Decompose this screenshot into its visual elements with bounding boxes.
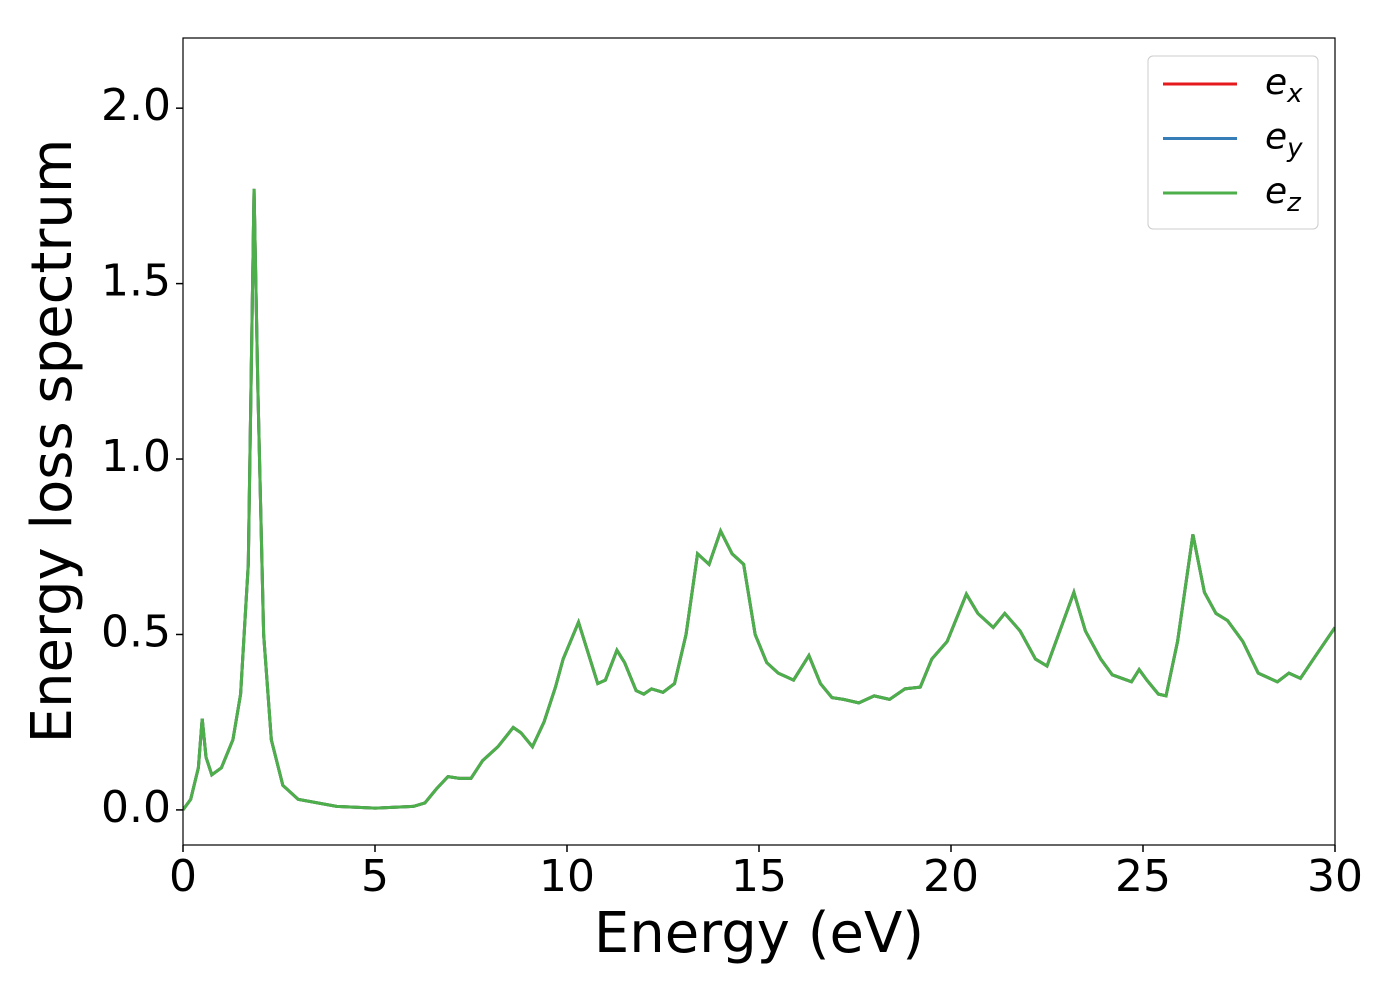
legend-label: ex [1265, 62, 1303, 109]
legend-box [1147, 55, 1319, 230]
x-tick-label: 20 [923, 851, 979, 902]
x-tick-label: 10 [539, 851, 595, 902]
legend-label: ez [1265, 171, 1302, 218]
legend-label-main: e [1265, 117, 1287, 158]
legend-label-main: e [1265, 62, 1287, 103]
legend-label-sub: x [1286, 79, 1303, 109]
legend-label-sub: y [1286, 133, 1303, 163]
legend-label-main: e [1265, 171, 1287, 212]
line-series [183, 188, 1335, 811]
y-axis-label: Energy loss spectrum [20, 139, 85, 744]
y-tick-label: 1.5 [101, 256, 171, 307]
x-tick-label: 25 [1115, 851, 1171, 902]
legend-label-sub: z [1286, 188, 1302, 218]
y-tick-label: 1.0 [101, 431, 171, 482]
y-tick-label: 0.5 [101, 606, 171, 657]
y-tick-label: 0.0 [101, 782, 171, 833]
x-tick-label: 15 [731, 851, 787, 902]
x-axis-label: Energy (eV) [594, 901, 924, 966]
y-tick-label: 2.0 [101, 80, 171, 131]
legend-label: ey [1265, 117, 1303, 164]
x-tick-label: 30 [1307, 851, 1363, 902]
x-tick-label: 5 [361, 851, 389, 902]
x-tick-label: 0 [169, 851, 197, 902]
plot-frame [182, 37, 1336, 846]
